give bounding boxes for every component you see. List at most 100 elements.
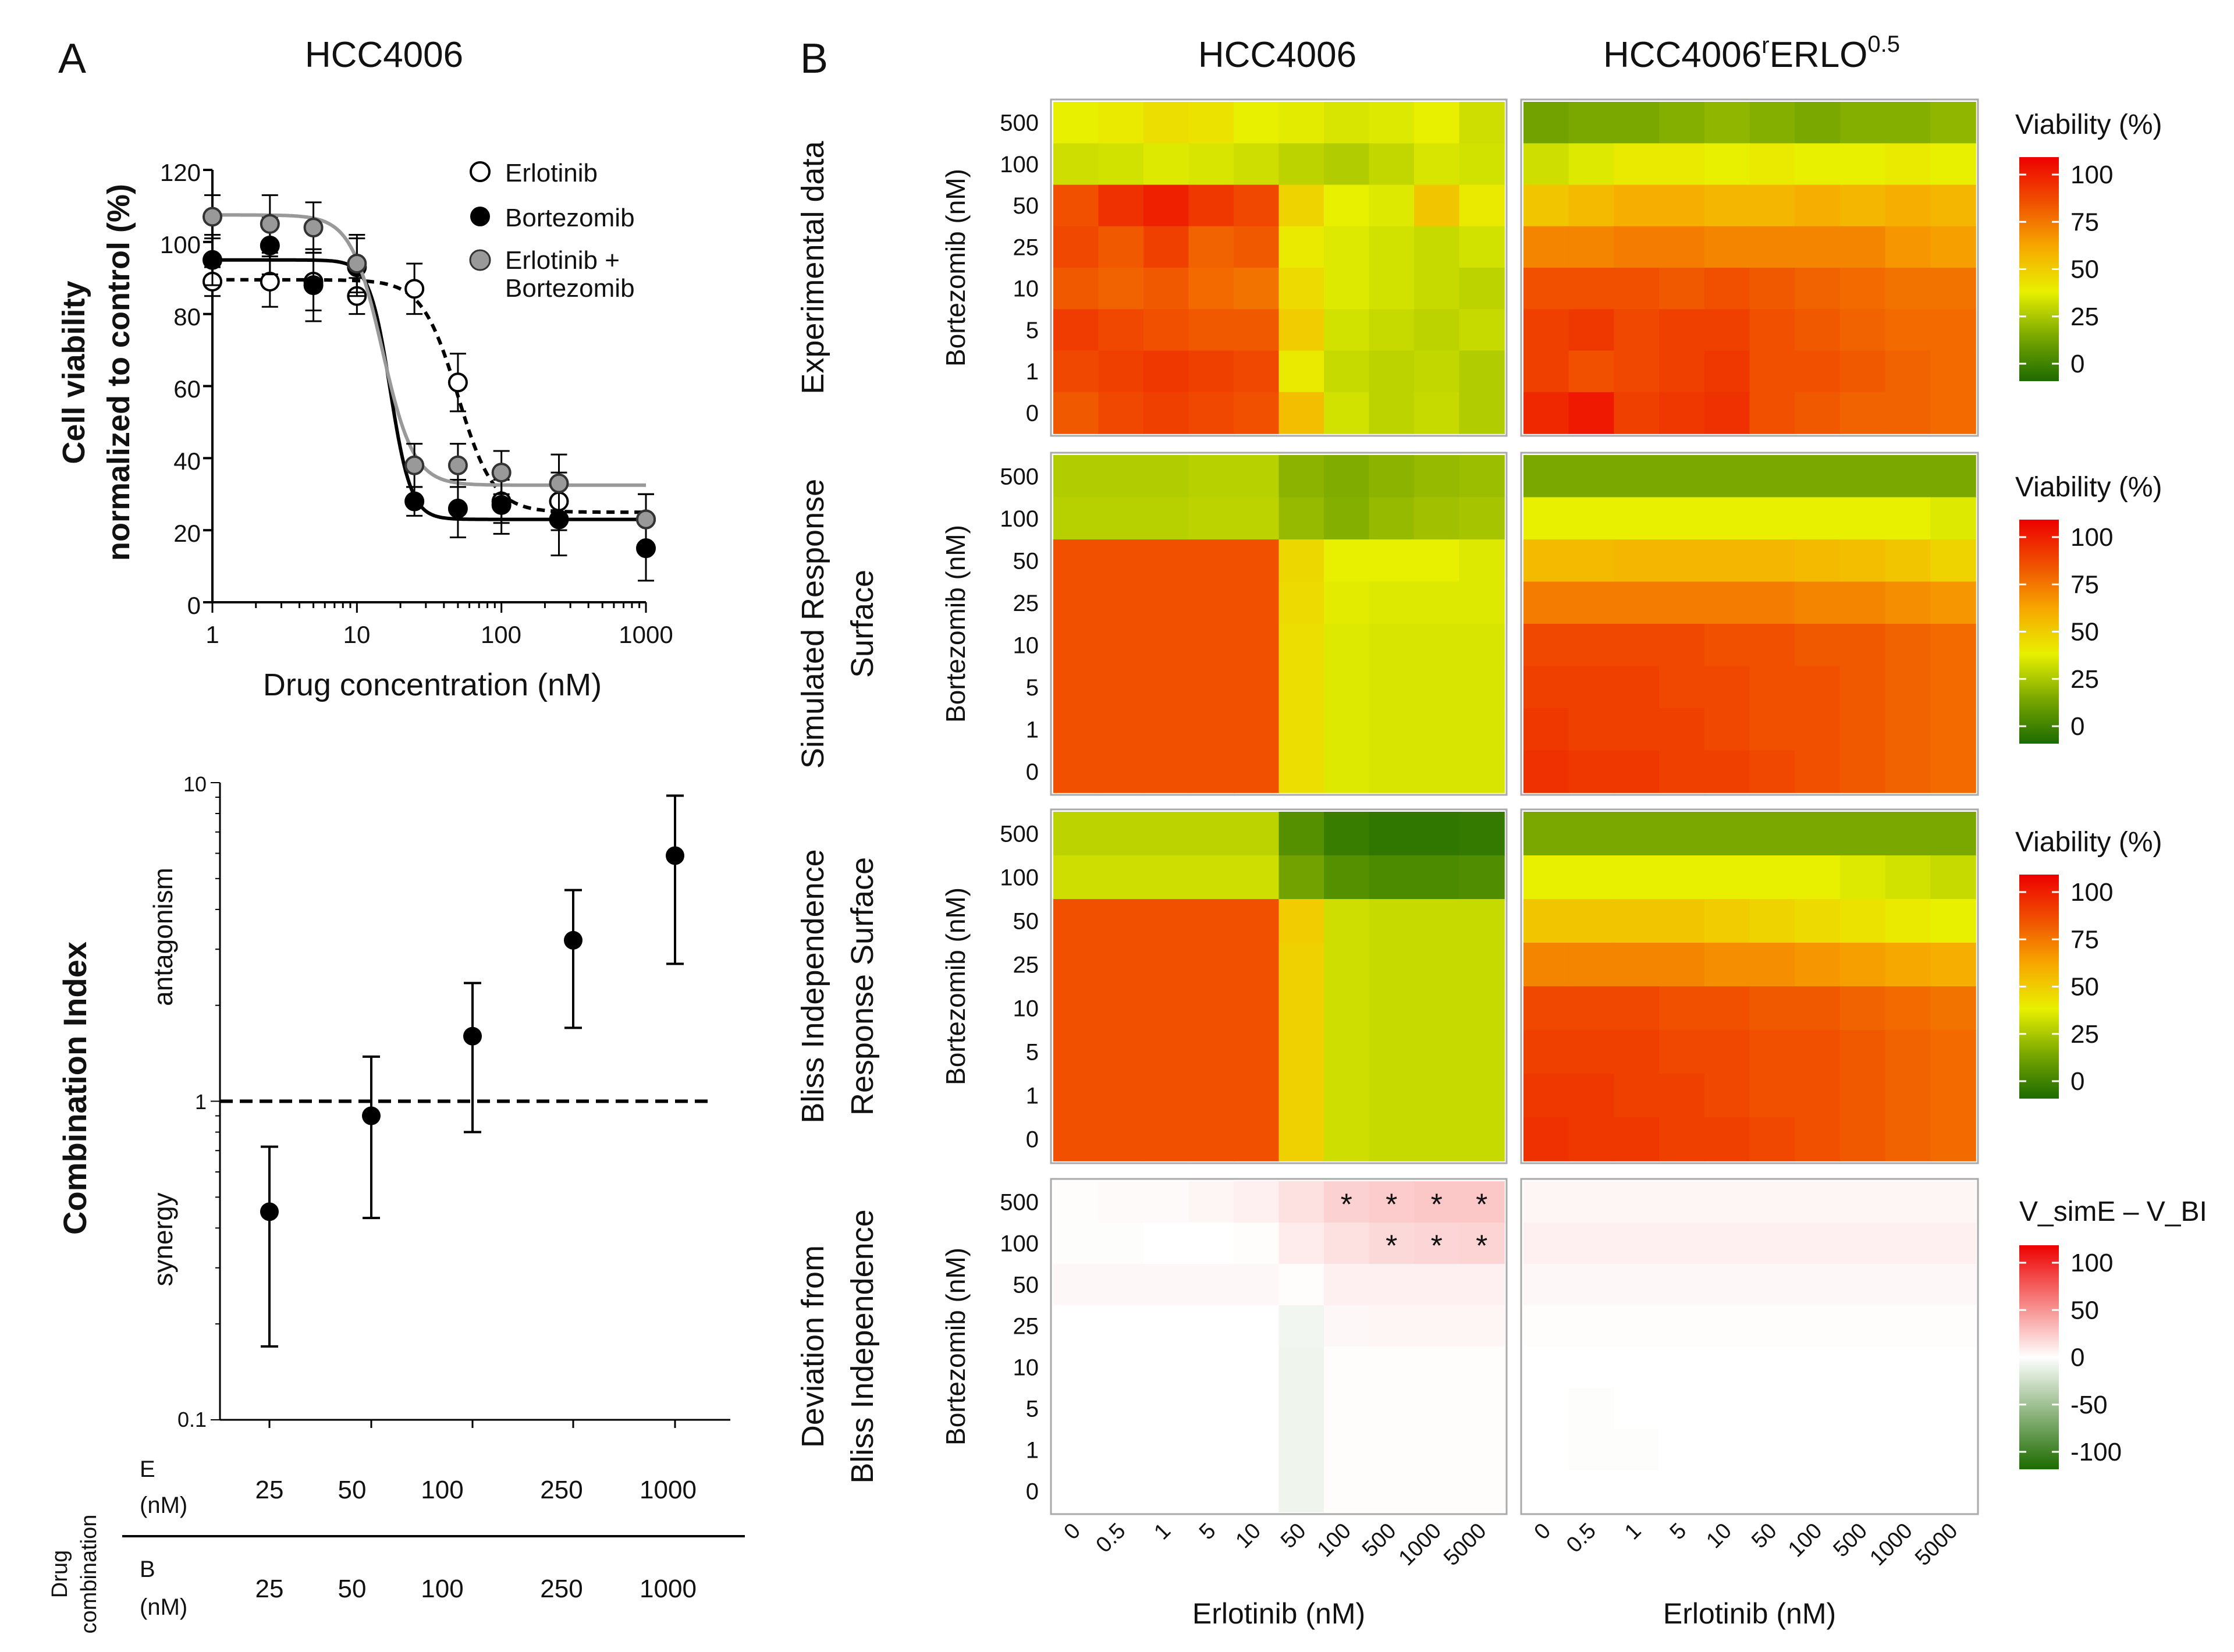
colorbar-tick-label: 25: [2070, 303, 2099, 331]
heatmap-cell: [1143, 1030, 1189, 1074]
heatmap-cell: [1614, 226, 1660, 268]
heatmap-cell: [1278, 268, 1324, 310]
heatmap-cell: [1885, 497, 1931, 540]
heatmap-cell: [1414, 1181, 1460, 1223]
heatmap-cell: [1659, 1264, 1705, 1306]
heatmap-cell: [1749, 1117, 1795, 1161]
erlotinib-row-unit: (nM): [140, 1493, 187, 1518]
heatmap-cell: [1053, 1264, 1099, 1306]
dose-response-plot: Cell viability normalized to control (%)…: [56, 159, 673, 702]
heatmap-cell: [1053, 184, 1099, 227]
heatmap-cell: [1659, 268, 1705, 310]
heatmap-cell: [1523, 855, 1569, 900]
heatmap-cell: [1614, 143, 1660, 186]
heatmap-cell: [1885, 899, 1931, 943]
panel-b-column-title-resistant: HCC4006rERLO0.5: [1603, 31, 1900, 75]
heatmap-cell: [1053, 350, 1099, 393]
heatmap-cell: [1278, 1181, 1324, 1223]
heatmap-cell: [1885, 143, 1931, 186]
heatmap-cell: [1614, 392, 1660, 434]
heatmap-cell: [1749, 497, 1795, 540]
erlotinib-axis-label: Erlotinib (nM): [1192, 1597, 1365, 1630]
heatmap-cell: [1659, 1388, 1705, 1430]
heatmap-cell: [1234, 943, 1280, 987]
heatmap-cell: [1188, 1264, 1234, 1306]
heatmap-cell: [1614, 624, 1660, 667]
heatmap-cell: [1098, 143, 1144, 186]
heatmap-cell: [1659, 1305, 1705, 1347]
heatmap-cell: [1188, 624, 1234, 667]
combination-index-plot: Combination Index antagonism synergy 0.1…: [48, 772, 745, 1633]
heatmap-cell: [1098, 986, 1144, 1031]
heatmap-cell: [1369, 899, 1415, 943]
heatmap-cell: [1795, 624, 1841, 667]
heatmap-cell: [1568, 1305, 1615, 1347]
heatmap-cell: [1614, 1305, 1660, 1347]
heatmap-cell: [1568, 1117, 1615, 1161]
heatmap-cell: [1324, 497, 1370, 540]
heatmap-cell: [1704, 226, 1750, 268]
heatmap-cell: [1659, 143, 1705, 186]
heatmap-cell: [1839, 750, 1886, 793]
heatmap-cell: [1930, 455, 1976, 498]
heatmap-cell: [1523, 539, 1569, 582]
heatmap-cell: [1414, 1388, 1460, 1430]
bortezomib-tick-label: 5: [1026, 1040, 1039, 1065]
ci-y-tick-label: 10: [183, 772, 207, 796]
heatmap-cell: [1143, 750, 1189, 793]
significance-star: *: [1476, 1188, 1487, 1222]
ci-data: [211, 782, 730, 1428]
colorbar-tick-label: 75: [2070, 570, 2099, 599]
heatmap-cell: [1839, 143, 1886, 186]
heatmap-cell: [1795, 497, 1841, 540]
heatmap-cell: [1459, 1347, 1505, 1388]
bortezomib-value: 250: [540, 1575, 583, 1603]
heatmap-cell: [1704, 943, 1750, 987]
data-point: [549, 509, 569, 530]
heatmap-cell: [1930, 392, 1976, 434]
heatmap-cell: [1234, 143, 1280, 186]
heatmap-cell: [1053, 1388, 1099, 1430]
erlotinib-value: 1000: [640, 1476, 697, 1504]
bortezomib-axis-label: Bortezomib (nM): [940, 169, 971, 367]
heatmap-cell: [1839, 1470, 1886, 1512]
heatmap-cell: [1414, 855, 1460, 900]
heatmap-cell: [1795, 539, 1841, 582]
heatmap-cell: [1278, 497, 1324, 540]
heatmap-cell: [1568, 750, 1615, 793]
heatmap-cell: [1324, 268, 1370, 310]
heatmap-cell: [1839, 1388, 1886, 1430]
heatmap-cell: [1414, 350, 1460, 393]
heatmap-cell: [1795, 1223, 1841, 1264]
heatmap-cell: [1234, 666, 1280, 709]
bortezomib-value: 1000: [640, 1575, 697, 1603]
heatmap-cell: [1053, 539, 1099, 582]
heatmap-cell: [1704, 812, 1750, 856]
heatmap-cell: [1659, 1030, 1705, 1074]
data-point: [260, 271, 280, 292]
heatmap-cell: [1188, 581, 1234, 624]
heatmap-cell: [1839, 986, 1886, 1031]
heatmap-cell: [1188, 539, 1234, 582]
heatmap-cell: [1795, 1429, 1841, 1471]
heatmap-cell: [1053, 309, 1099, 351]
y-tick-label: 0: [187, 592, 201, 619]
heatmap-cell: [1188, 750, 1234, 793]
heatmap-cell: [1704, 1223, 1750, 1264]
colorbar-tick-label: 0: [2070, 712, 2084, 741]
heatmap-cell: [1930, 184, 1976, 227]
panel-a-letter: A: [58, 35, 86, 82]
bortezomib-tick-label: 5: [1026, 1397, 1039, 1422]
data-point: [203, 250, 222, 270]
heatmap-cell: [1414, 1429, 1460, 1471]
heatmap-cell: [1053, 812, 1099, 856]
heatmap-cell: [1324, 309, 1370, 351]
heatmap-cell: [1839, 1181, 1886, 1223]
bortezomib-tick-label: 500: [1000, 111, 1039, 136]
heatmap-cell: [1053, 1074, 1099, 1118]
heatmap-cell: [1839, 497, 1886, 540]
heatmap-cell: [1839, 943, 1886, 987]
heatmap-cell: [1143, 1347, 1189, 1388]
heatmap-cell: [1839, 1223, 1886, 1264]
heatmap-cell: [1234, 1429, 1280, 1471]
